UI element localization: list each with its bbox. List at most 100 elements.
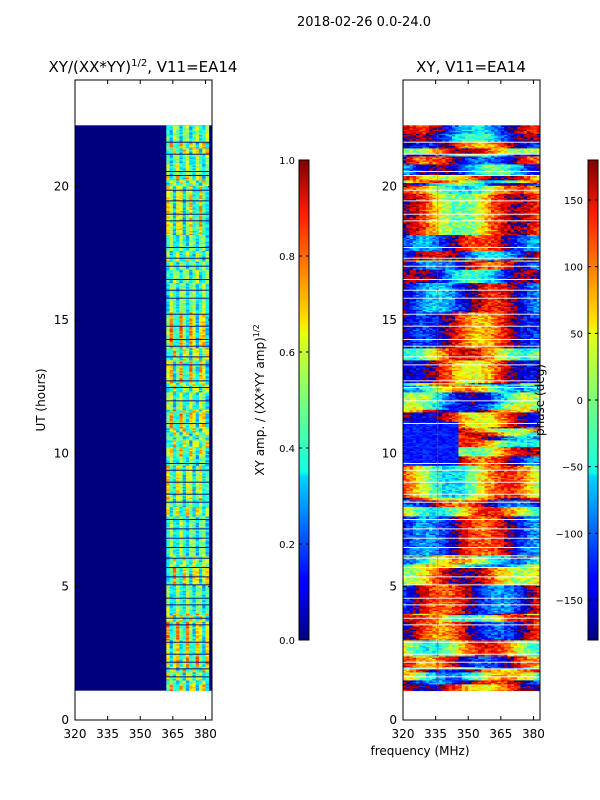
panel1-heatmap-cell <box>202 657 206 660</box>
panel1-heatmap-cell <box>169 622 174 625</box>
panel1-heatmap-cell <box>166 529 170 532</box>
panel1-heatmap-cell <box>169 453 174 456</box>
panel1-heatmap-cell <box>176 320 180 322</box>
panel1-heatmap-cell <box>192 448 197 450</box>
panel1-heatmap-cell <box>169 309 174 312</box>
panel1-heatmap-cell <box>172 404 177 406</box>
panel1-heatmap-cell <box>176 229 180 232</box>
panel1-heatmap-cell <box>202 342 206 345</box>
panel1-heatmap-cell <box>176 512 180 514</box>
panel1-heatmap-cell <box>176 253 180 256</box>
panel1-heatmap-cell <box>189 545 193 548</box>
panel1-heatmap-cell <box>192 192 197 194</box>
panel1-heatmap-cell <box>172 332 177 334</box>
panel1-heatmap-cell <box>169 424 174 426</box>
panel1-heatmap-cell <box>205 290 210 293</box>
panel1-heatmap-cell <box>198 484 203 486</box>
panel1-heatmap-cell <box>182 477 187 480</box>
panel1-heatmap-cell <box>198 418 203 421</box>
panel1-heatmap-cell <box>166 580 170 582</box>
panel1-heatmap-cell <box>172 133 177 136</box>
panel1-heatmap-cell <box>205 416 210 418</box>
panel1-heatmap-cell <box>205 381 210 384</box>
panel1-heatmap-cell <box>185 206 190 209</box>
panel1-heatmap-cell <box>166 225 170 228</box>
panel1-heatmap-cell <box>205 320 210 322</box>
panel1-heatmap-cell <box>192 536 197 538</box>
panel1-heatmap-cell <box>198 633 203 636</box>
panel1-heatmap-cell <box>169 456 174 458</box>
panel1-heatmap-cell <box>192 634 197 637</box>
panel1-heatmap-cell <box>169 221 174 224</box>
panel1-heatmap-cell <box>179 321 184 324</box>
panel1-heatmap-cell <box>189 505 193 508</box>
panel1-heatmap-cell <box>202 554 206 557</box>
panel1-heatmap-cell <box>192 648 197 650</box>
panel1-heatmap-cell <box>182 525 187 528</box>
panel1-heatmap-cell <box>205 529 210 532</box>
panel1-heatmap-cell <box>179 142 184 145</box>
panel1-heatmap-cell <box>192 244 197 246</box>
panel1-heatmap-cell <box>189 377 193 380</box>
panel1-heatmap-cell <box>172 146 177 149</box>
panel1-heatmap-cell <box>195 461 200 464</box>
panel1-heatmap-cell <box>185 414 190 417</box>
panel1-heatmap-cell <box>189 394 193 397</box>
panel1-heatmap-cell <box>195 401 200 404</box>
panel1-heatmap-cell <box>179 665 184 668</box>
panel1-heatmap-cell <box>205 456 210 458</box>
panel1-heatmap-cell <box>176 354 180 357</box>
panel1-heatmap-cell <box>198 242 203 245</box>
panel1-heatmap-cell <box>169 256 174 258</box>
panel1-heatmap-cell <box>176 494 180 497</box>
panel1-heatmap-cell <box>169 146 174 149</box>
panel1-heatmap-cell <box>202 374 206 377</box>
panel1-heatmap-cell <box>182 326 187 329</box>
panel1-heatmap-cell <box>198 138 203 141</box>
panel1-heatmap-cell <box>202 273 206 276</box>
panel1-heatmap-cell <box>195 154 200 157</box>
panel1-heatmap-cell <box>202 348 206 350</box>
panel1-heatmap-cell <box>172 314 177 317</box>
panel1-heatmap-cell <box>202 212 206 214</box>
panel1-heatmap-cell <box>179 606 184 609</box>
panel1-heatmap-cell <box>169 277 174 280</box>
panel1-heatmap-cell <box>205 677 210 680</box>
panel1-heatmap-cell <box>176 610 180 613</box>
panel1-heatmap-cell <box>182 428 187 430</box>
panel1-heatmap-cell <box>172 354 177 357</box>
panel1-heatmap-cell <box>195 665 200 668</box>
panel1-heatmap-cell <box>185 458 190 461</box>
panel1-heatmap-cell <box>176 241 180 244</box>
panel1-heatmap-cell <box>176 640 180 642</box>
panel1-heatmap-cell <box>176 126 180 129</box>
panel1-heatmap-cell <box>185 533 190 536</box>
panel1-heatmap-cell <box>176 669 180 672</box>
panel1-heatmap-cell <box>182 568 187 570</box>
panel1-heatmap-cell <box>185 378 190 381</box>
panel1-heatmap-cell <box>205 552 210 554</box>
panel1-heatmap-cell <box>176 645 180 648</box>
panel1-heatmap-cell <box>169 352 174 354</box>
panel1-heatmap-cell <box>198 410 203 413</box>
panel1-heatmap-cell <box>189 253 193 256</box>
panel1-heatmap-cell <box>166 589 170 592</box>
panel1-heatmap-cell <box>169 252 174 254</box>
panel1-heatmap-cell <box>195 250 200 253</box>
panel1-heatmap-cell <box>198 185 203 188</box>
panel1-heatmap-cell <box>169 245 174 248</box>
panel1-heatmap-cell <box>179 416 184 418</box>
panel1-heatmap-cell <box>192 194 197 197</box>
panel1-heatmap-cell <box>202 681 206 684</box>
panel1-heatmap-cell <box>198 645 203 648</box>
panel1-heatmap-cell <box>182 573 187 576</box>
panel1-heatmap-cell <box>179 140 184 142</box>
panel1-heatmap-cell <box>202 217 206 220</box>
panel1-heatmap-cell <box>169 185 174 188</box>
panel1-heatmap-cell <box>192 274 197 277</box>
panel1-heatmap-cell <box>185 625 190 628</box>
panel1-heatmap-cell <box>182 238 187 241</box>
panel1-heatmap-cell <box>202 240 206 242</box>
panel1-heatmap-cell <box>166 434 170 437</box>
panel1-heatmap-cell <box>169 678 174 681</box>
